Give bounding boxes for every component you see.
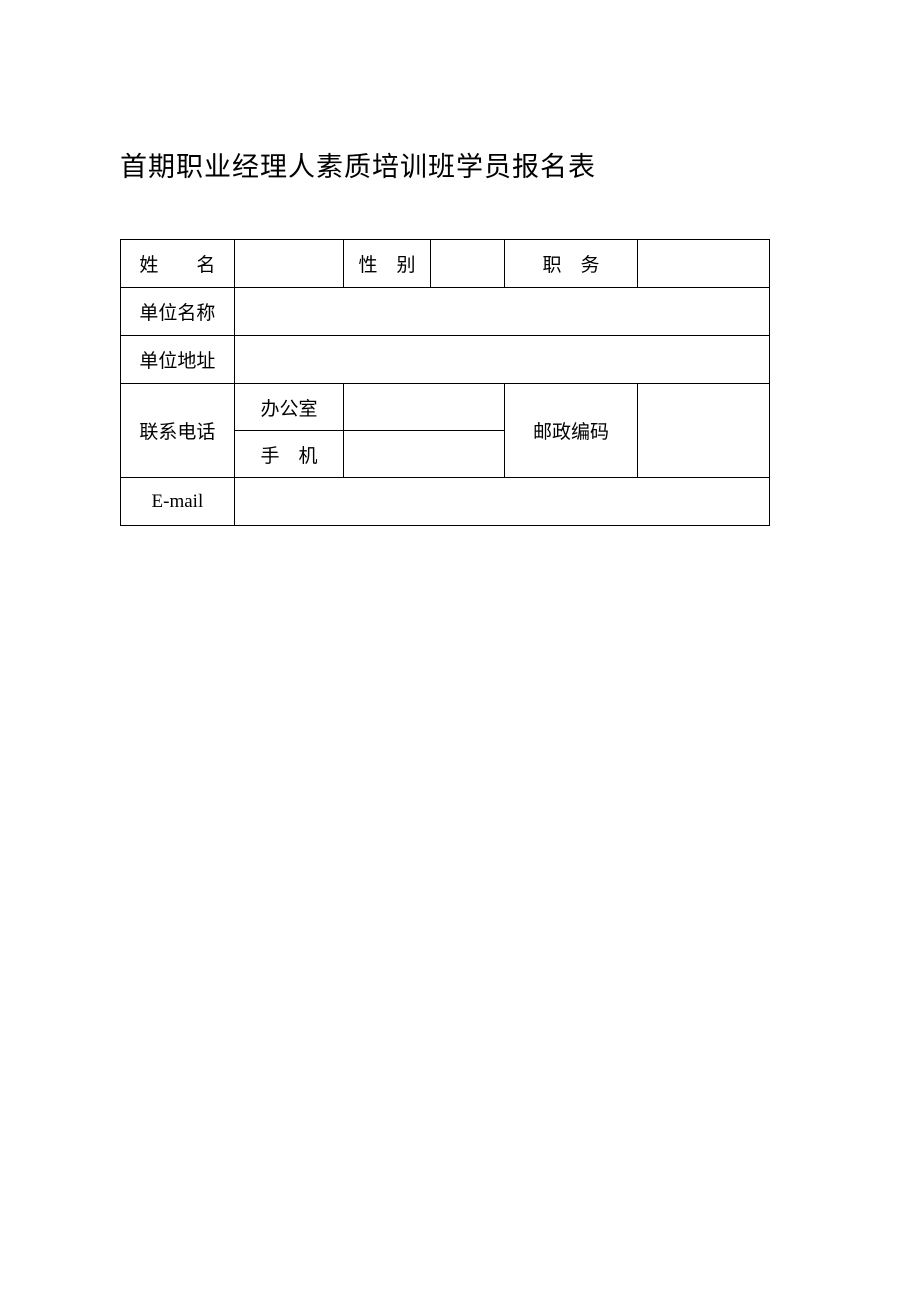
label-gender: 性 别 [344, 240, 430, 288]
label-mobile: 手 机 [234, 431, 344, 478]
table-row: 联系电话 办公室 邮政编码 [121, 384, 770, 431]
value-postal-code[interactable] [637, 384, 769, 478]
table-row: 单位名称 [121, 288, 770, 336]
table-row: 姓 名 性 别 职 务 [121, 240, 770, 288]
registration-table: 姓 名 性 别 职 务 单位名称 单位地址 联系电话 办公室 邮政编码 手 机 [120, 239, 770, 526]
value-gender[interactable] [430, 240, 504, 288]
label-company-name: 单位名称 [121, 288, 235, 336]
label-position: 职 务 [505, 240, 638, 288]
label-postal-code: 邮政编码 [505, 384, 638, 478]
form-container: 首期职业经理人素质培训班学员报名表 姓 名 性 别 职 务 单位名称 单位地址 … [0, 0, 920, 526]
label-name: 姓 名 [121, 240, 235, 288]
value-email[interactable] [234, 478, 769, 526]
value-mobile-phone[interactable] [344, 431, 505, 478]
value-office-phone[interactable] [344, 384, 505, 431]
value-name[interactable] [234, 240, 344, 288]
label-phone: 联系电话 [121, 384, 235, 478]
label-office: 办公室 [234, 384, 344, 431]
label-company-address: 单位地址 [121, 336, 235, 384]
label-email: E-mail [121, 478, 235, 526]
value-position[interactable] [637, 240, 769, 288]
table-row: E-mail [121, 478, 770, 526]
table-row: 单位地址 [121, 336, 770, 384]
value-company-name[interactable] [234, 288, 769, 336]
value-company-address[interactable] [234, 336, 769, 384]
form-title: 首期职业经理人素质培训班学员报名表 [120, 145, 800, 184]
